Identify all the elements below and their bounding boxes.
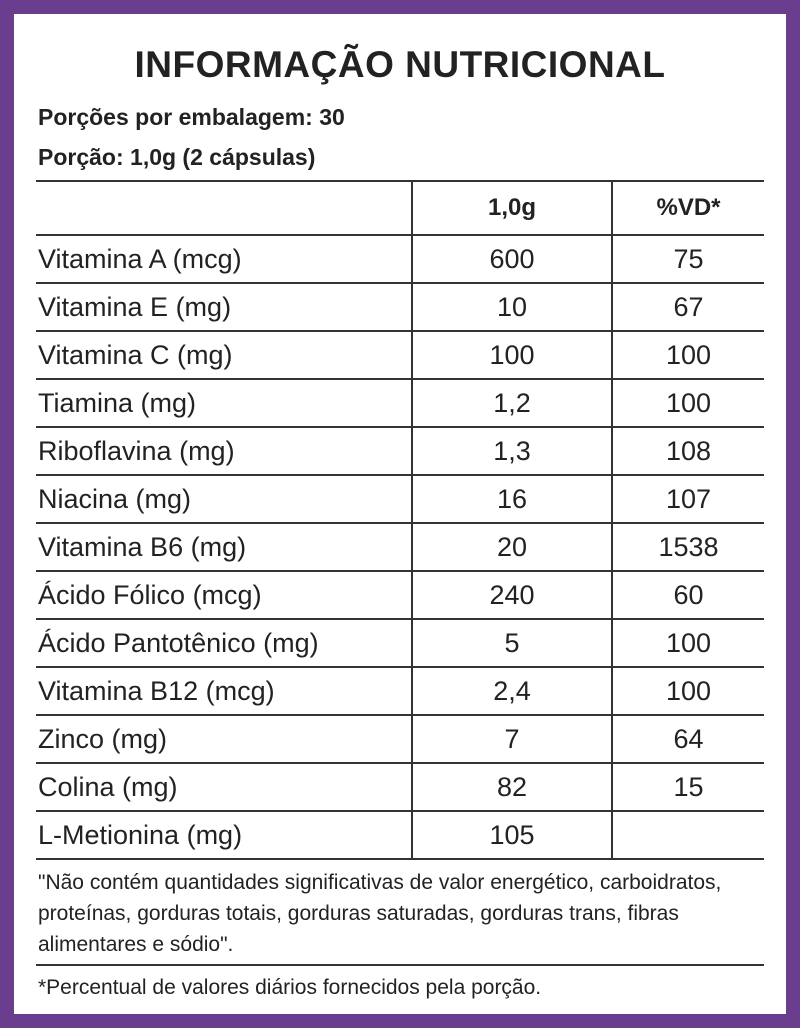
table-row: Vitamina A (mcg) 600 75 [36, 234, 764, 283]
nutrient-amount: 16 [411, 474, 612, 523]
nutrient-name: Ácido Fólico (mcg) [36, 570, 412, 619]
nutrient-daily-value: 67 [611, 282, 764, 331]
table-row: Tiamina (mg) 1,2 100 [36, 378, 764, 427]
table-row: L-Metionina (mg) 105 [36, 810, 764, 860]
nutrient-name: Vitamina B12 (mcg) [36, 666, 412, 715]
nutrient-amount: 240 [411, 570, 612, 619]
footnote-not-significant: "Não contém quantidades significativas d… [38, 871, 722, 956]
nutrient-name: Zinco (mg) [36, 714, 412, 763]
table-row: Riboflavina (mg) 1,3 108 [36, 426, 764, 475]
nutrient-daily-value: 15 [611, 762, 764, 811]
nutrient-amount: 100 [411, 330, 612, 379]
nutrition-table: 1,0g %VD* Vitamina A (mcg) 600 75 Vitamina … [36, 180, 764, 860]
nutrient-amount: 1,2 [411, 378, 612, 427]
nutrient-amount: 10 [411, 282, 612, 331]
servings-per-package: Porções por embalagem: 30 [38, 104, 345, 130]
nutrient-name: Tiamina (mg) [36, 378, 412, 427]
header-nutrient [36, 180, 412, 235]
divider [36, 964, 764, 966]
nutrient-daily-value: 108 [611, 426, 764, 475]
table-header-row: 1,0g %VD* [36, 180, 764, 235]
table-row: Ácido Fólico (mcg) 240 60 [36, 570, 764, 619]
nutrient-name: Vitamina C (mg) [36, 330, 412, 379]
table-row: Vitamina B6 (mg) 20 1538 [36, 522, 764, 571]
table-row: Colina (mg) 82 15 [36, 762, 764, 811]
nutrient-daily-value: 100 [611, 666, 764, 715]
nutrient-name: Riboflavina (mg) [36, 426, 412, 475]
nutrient-amount: 2,4 [411, 666, 612, 715]
nutrient-daily-value: 100 [611, 330, 764, 379]
nutrient-name: Colina (mg) [36, 762, 412, 811]
nutrient-amount: 7 [411, 714, 612, 763]
page-title: INFORMAÇÃO NUTRICIONAL [134, 44, 666, 85]
nutrient-name: Ácido Pantotênico (mg) [36, 618, 412, 667]
nutrient-amount: 1,3 [411, 426, 612, 475]
nutrient-amount: 600 [411, 234, 612, 283]
serving-size: Porção: 1,0g (2 cápsulas) [38, 144, 316, 170]
nutrient-name: Niacina (mg) [36, 474, 412, 523]
table-row: Vitamina C (mg) 100 100 [36, 330, 764, 379]
nutrient-amount: 5 [411, 618, 612, 667]
table-row: Ácido Pantotênico (mg) 5 100 [36, 618, 764, 667]
table-row: Vitamina E (mg) 10 67 [36, 282, 764, 331]
nutrient-daily-value: 64 [611, 714, 764, 763]
nutrient-daily-value: 100 [611, 618, 764, 667]
nutrient-daily-value: 107 [611, 474, 764, 523]
table-row: Zinco (mg) 7 64 [36, 714, 764, 763]
nutrient-amount: 105 [411, 810, 612, 860]
nutrition-facts-panel: INFORMAÇÃO NUTRICIONAL Porções por embal… [14, 14, 786, 1014]
nutrient-daily-value [611, 810, 764, 860]
header-daily-value: %VD* [611, 180, 764, 235]
nutrient-name: Vitamina B6 (mg) [36, 522, 412, 571]
nutrient-daily-value: 1538 [611, 522, 764, 571]
nutrient-name: Vitamina E (mg) [36, 282, 412, 331]
nutrient-amount: 82 [411, 762, 612, 811]
nutrient-daily-value: 60 [611, 570, 764, 619]
header-amount: 1,0g [411, 180, 612, 235]
nutrient-daily-value: 75 [611, 234, 764, 283]
footnote-daily-value: *Percentual de valores diários fornecido… [38, 976, 542, 999]
table-row: Niacina (mg) 16 107 [36, 474, 764, 523]
table-row: Vitamina B12 (mcg) 2,4 100 [36, 666, 764, 715]
nutrient-name: L-Metionina (mg) [36, 810, 412, 860]
nutrient-amount: 20 [411, 522, 612, 571]
nutrient-name: Vitamina A (mcg) [36, 234, 412, 283]
nutrient-daily-value: 100 [611, 378, 764, 427]
